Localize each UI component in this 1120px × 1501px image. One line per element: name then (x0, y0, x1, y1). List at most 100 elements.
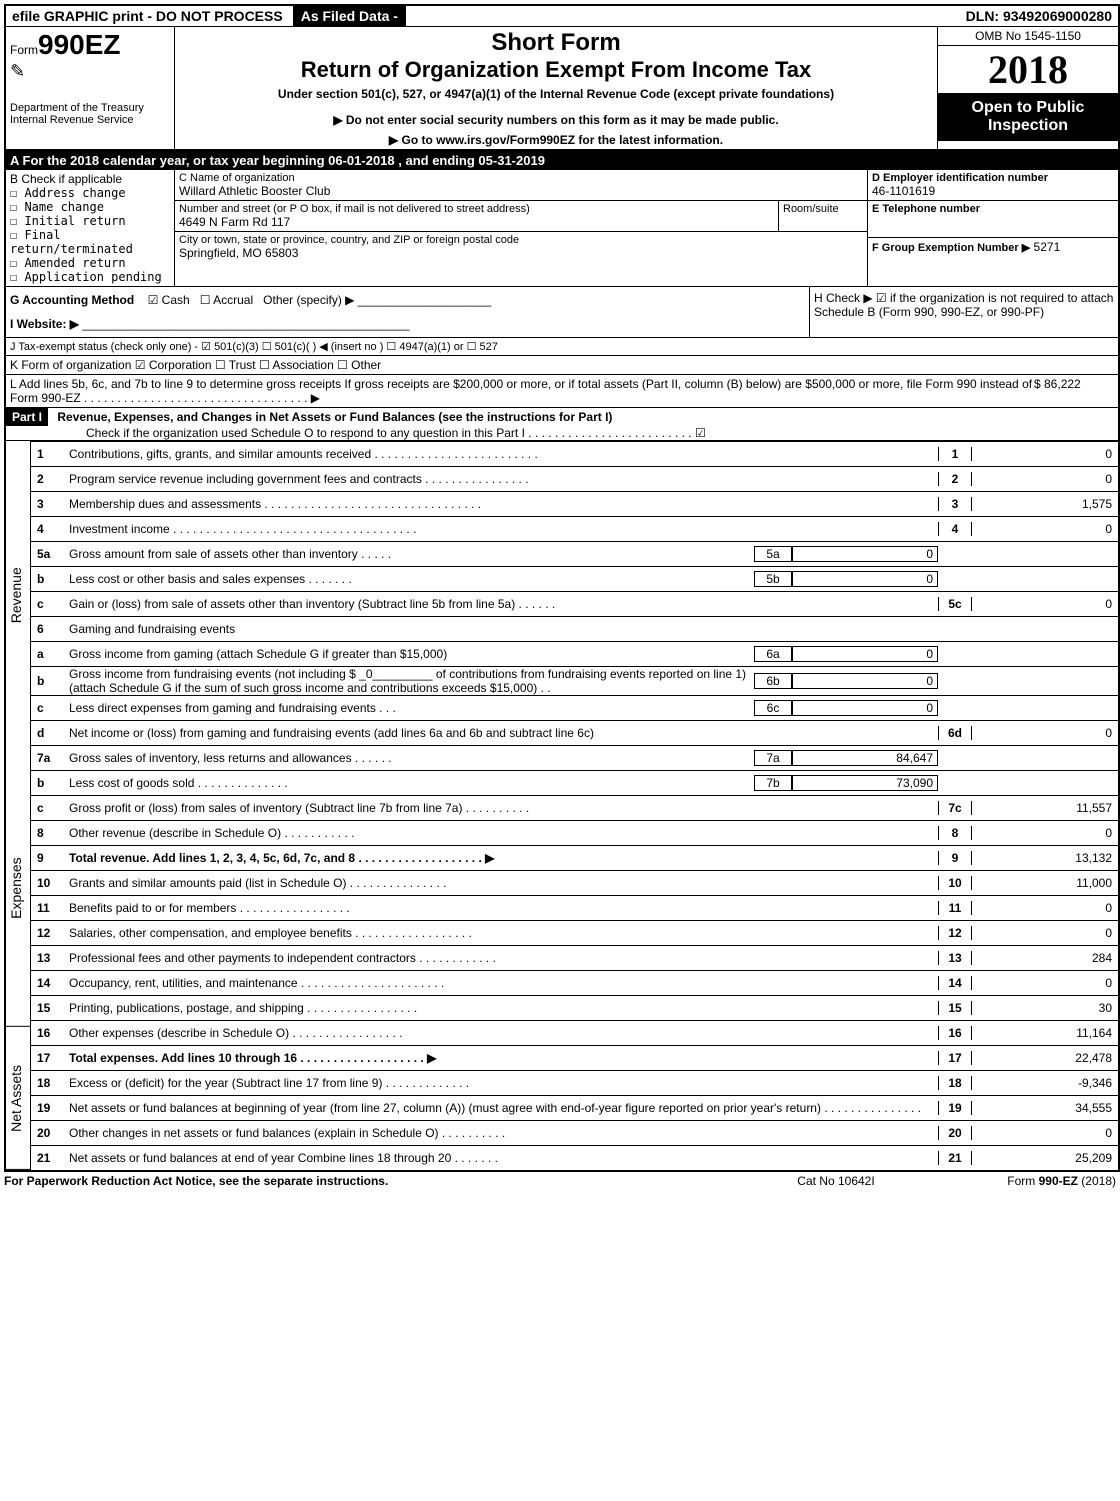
line-21: 21Net assets or fund balances at end of … (31, 1145, 1118, 1170)
line-number: 12 (31, 926, 65, 940)
d-ein: 46-1101619 (872, 184, 1114, 198)
irs-label: Internal Revenue Service (10, 114, 170, 126)
header-left: Form990EZ ✎ Department of the Treasury I… (6, 27, 175, 149)
line-description: Printing, publications, postage, and shi… (65, 1001, 938, 1015)
section-b: B Check if applicable ☐ Address change ☐… (6, 170, 175, 286)
efile-label: efile GRAPHIC print - DO NOT PROCESS (6, 6, 289, 26)
a-begin: 06-01-2018 (328, 153, 395, 168)
subline-label: 5a (754, 546, 792, 562)
header-mid: Short Form Return of Organization Exempt… (175, 27, 937, 149)
b-initial-return[interactable]: ☐ Initial return (10, 214, 170, 228)
line-description: Other changes in net assets or fund bala… (65, 1126, 938, 1140)
subline-value: 0 (792, 546, 938, 562)
section-labels: Revenue Expenses Net Assets (6, 441, 31, 1170)
result-value: 30 (972, 1001, 1118, 1015)
line-17: 17Total expenses. Add lines 10 through 1… (31, 1045, 1118, 1070)
line-description: Less cost of goods sold . . . . . . . . … (65, 776, 754, 790)
result-number: 16 (938, 1026, 972, 1040)
line-number: 10 (31, 876, 65, 890)
line-b: bLess cost or other basis and sales expe… (31, 566, 1118, 591)
a-pre: A For the 2018 calendar year, or tax yea… (10, 153, 328, 168)
line-description: Gross sales of inventory, less returns a… (65, 751, 754, 765)
subline-value: 73,090 (792, 775, 938, 791)
result-number: 3 (938, 497, 972, 511)
subline-label: 6a (754, 646, 792, 662)
result-value: 0 (972, 826, 1118, 840)
line-a: aGross income from gaming (attach Schedu… (31, 641, 1118, 666)
section-c: C Name of organization Willard Athletic … (175, 170, 868, 286)
c-room-label: Room/suite (779, 201, 867, 231)
result-number: 9 (938, 851, 972, 865)
form-container: efile GRAPHIC print - DO NOT PROCESS As … (4, 4, 1120, 1172)
subline-label: 5b (754, 571, 792, 587)
h-text: H Check ▶ ☑ if the organization is not r… (810, 287, 1118, 337)
line-description: Gross income from gaming (attach Schedul… (65, 647, 754, 661)
line-18: 18Excess or (deficit) for the year (Subt… (31, 1070, 1118, 1095)
result-number: 13 (938, 951, 972, 965)
line-description: Excess or (deficit) for the year (Subtra… (65, 1076, 938, 1090)
c-name-label: C Name of organization (179, 172, 863, 184)
line-description: Membership dues and assessments . . . . … (65, 497, 938, 511)
line-10: 10Grants and similar amounts paid (list … (31, 870, 1118, 895)
omb-number: OMB No 1545-1150 (938, 27, 1118, 46)
dept-label: Department of the Treasury (10, 102, 170, 114)
line-description: Total expenses. Add lines 10 through 16 … (65, 1051, 938, 1065)
g-accrual[interactable]: ☐ Accrual (200, 293, 253, 307)
line-number: 16 (31, 1026, 65, 1040)
subline-value: 84,647 (792, 750, 938, 766)
line-number: 2 (31, 472, 65, 486)
footer-left: For Paperwork Reduction Act Notice, see … (4, 1174, 736, 1188)
b-amended-return[interactable]: ☐ Amended return (10, 256, 170, 270)
part1-header: Part I Revenue, Expenses, and Changes in… (6, 408, 1118, 441)
line-description: Other expenses (describe in Schedule O) … (65, 1026, 938, 1040)
result-value: 0 (972, 597, 1118, 611)
result-number: 17 (938, 1051, 972, 1065)
result-value: 25,209 (972, 1151, 1118, 1165)
line-description: Investment income . . . . . . . . . . . … (65, 522, 938, 536)
result-number: 1 (938, 447, 972, 461)
g-other[interactable]: Other (specify) ▶ (263, 293, 354, 307)
line-number: 6 (31, 622, 65, 636)
result-value: 11,557 (972, 801, 1118, 815)
line-number: c (31, 701, 65, 715)
line-number: 14 (31, 976, 65, 990)
subline-value: 0 (792, 571, 938, 587)
line-c: cGross profit or (loss) from sales of in… (31, 795, 1118, 820)
result-number: 10 (938, 876, 972, 890)
result-number: 11 (938, 901, 972, 915)
b-final-return[interactable]: ☐ Final return/terminated (10, 228, 170, 256)
line-c: cGain or (loss) from sale of assets othe… (31, 591, 1118, 616)
l-value: $ 86,222 (1034, 377, 1114, 405)
g-cash[interactable]: ☑ Cash (148, 293, 190, 307)
form-number: 990EZ (38, 29, 121, 60)
result-value: 1,575 (972, 497, 1118, 511)
result-number: 19 (938, 1101, 972, 1115)
line-number: 4 (31, 522, 65, 536)
dln-label: DLN: 93492069000280 (966, 8, 1118, 24)
expenses-label: Expenses (6, 750, 30, 1027)
result-number: 7c (938, 801, 972, 815)
result-number: 4 (938, 522, 972, 536)
line-description: Total revenue. Add lines 1, 2, 3, 4, 5c,… (65, 851, 938, 865)
part1-title: Revenue, Expenses, and Changes in Net As… (57, 410, 612, 424)
header-right: OMB No 1545-1150 2018 Open to Public Ins… (937, 27, 1118, 149)
result-number: 15 (938, 1001, 972, 1015)
result-number: 18 (938, 1076, 972, 1090)
result-number: 12 (938, 926, 972, 940)
a-mid: , and ending (395, 153, 479, 168)
line-description: Less cost or other basis and sales expen… (65, 572, 754, 586)
b-address-change[interactable]: ☐ Address change (10, 186, 170, 200)
revenue-label: Revenue (6, 441, 30, 750)
subtitle: Under section 501(c), 527, or 4947(a)(1)… (181, 87, 931, 101)
subline-label: 7a (754, 750, 792, 766)
b-application-pending[interactable]: ☐ Application pending (10, 270, 170, 284)
result-value: 0 (972, 726, 1118, 740)
line-number: 18 (31, 1076, 65, 1090)
line-description: Gross profit or (loss) from sales of inv… (65, 801, 938, 815)
result-value: 34,555 (972, 1101, 1118, 1115)
line-3: 3Membership dues and assessments . . . .… (31, 491, 1118, 516)
b-name-change[interactable]: ☐ Name change (10, 200, 170, 214)
subline-value: 0 (792, 700, 938, 716)
netassets-label: Net Assets (6, 1027, 30, 1170)
line-19: 19Net assets or fund balances at beginni… (31, 1095, 1118, 1120)
